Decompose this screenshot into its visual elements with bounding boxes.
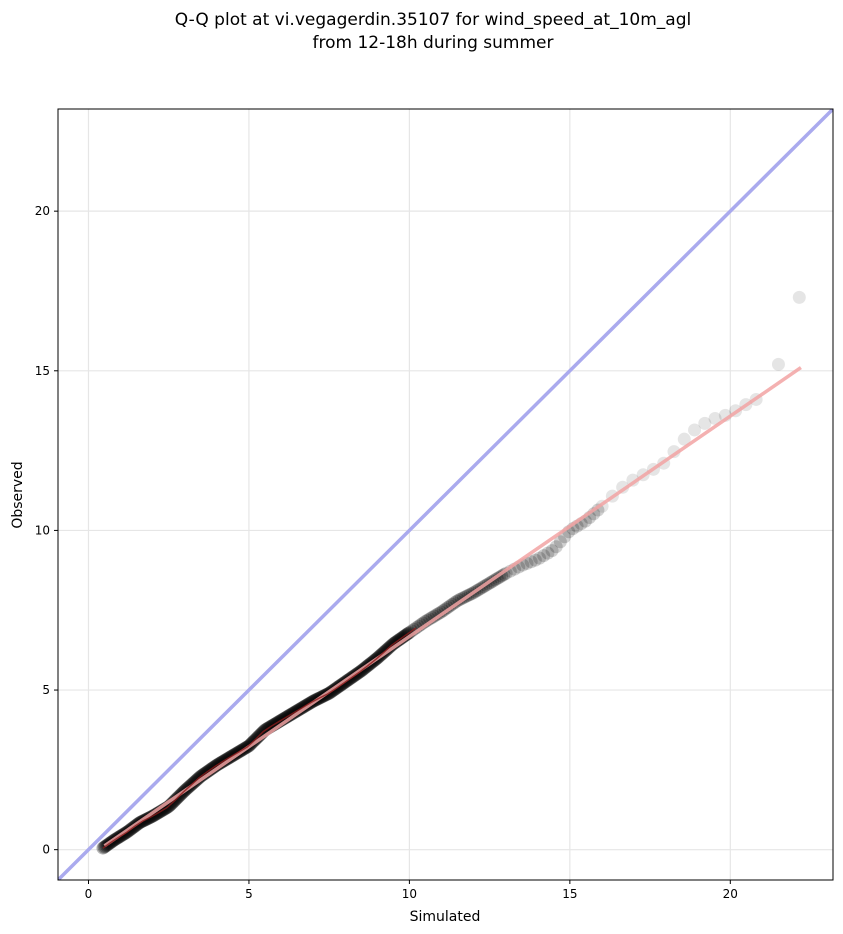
x-tick-label-20: 20 bbox=[723, 887, 738, 901]
qq-point-326 bbox=[541, 546, 555, 560]
qq-point-327 bbox=[545, 544, 559, 558]
qq-point-350 bbox=[708, 411, 722, 425]
chart-title-line2: from 12-18h during summer bbox=[313, 33, 554, 53]
chart-title-line1: Q-Q plot at vi.vegagerdin.35107 for wind… bbox=[175, 10, 691, 30]
y-tick-label-10: 10 bbox=[35, 523, 50, 537]
plot-area bbox=[58, 109, 833, 880]
y-tick-label-0: 0 bbox=[42, 843, 50, 857]
qq-point-348 bbox=[688, 423, 702, 437]
y-tick-label-15: 15 bbox=[35, 364, 50, 378]
grid-lines bbox=[58, 109, 833, 880]
axis-ticks: 0 5 10 15 20 0 5 10 15 20 bbox=[35, 204, 738, 901]
qq-point-356 bbox=[792, 290, 806, 304]
qq-point-347 bbox=[677, 432, 691, 446]
qq-point-346 bbox=[667, 445, 681, 459]
fit-line-dense-segment bbox=[102, 627, 417, 849]
qq-point-355 bbox=[771, 357, 785, 371]
x-tick-label-15: 15 bbox=[562, 887, 577, 901]
qq-point-323 bbox=[528, 553, 542, 567]
qq-point-349 bbox=[698, 416, 712, 430]
reference-line-1-1 bbox=[58, 109, 833, 880]
fit-line bbox=[103, 366, 802, 848]
qq-point-316 bbox=[499, 566, 513, 580]
qq-point-284 bbox=[427, 609, 441, 623]
qq-point-321 bbox=[520, 556, 534, 570]
y-axis-label: Observed bbox=[10, 461, 26, 528]
plot-frame bbox=[57, 108, 834, 881]
y-tick-label-20: 20 bbox=[35, 204, 50, 218]
qq-point-325 bbox=[537, 549, 551, 563]
qq-point-328 bbox=[549, 540, 563, 554]
x-axis-label: Simulated bbox=[410, 909, 481, 925]
x-tick-label-10: 10 bbox=[402, 887, 417, 901]
x-tick-label-0: 0 bbox=[85, 887, 93, 901]
y-tick-label-5: 5 bbox=[42, 683, 50, 697]
x-tick-label-5: 5 bbox=[245, 887, 253, 901]
qq-point-329 bbox=[553, 535, 567, 549]
qq-point-324 bbox=[533, 551, 547, 565]
qq-point-322 bbox=[524, 555, 538, 569]
